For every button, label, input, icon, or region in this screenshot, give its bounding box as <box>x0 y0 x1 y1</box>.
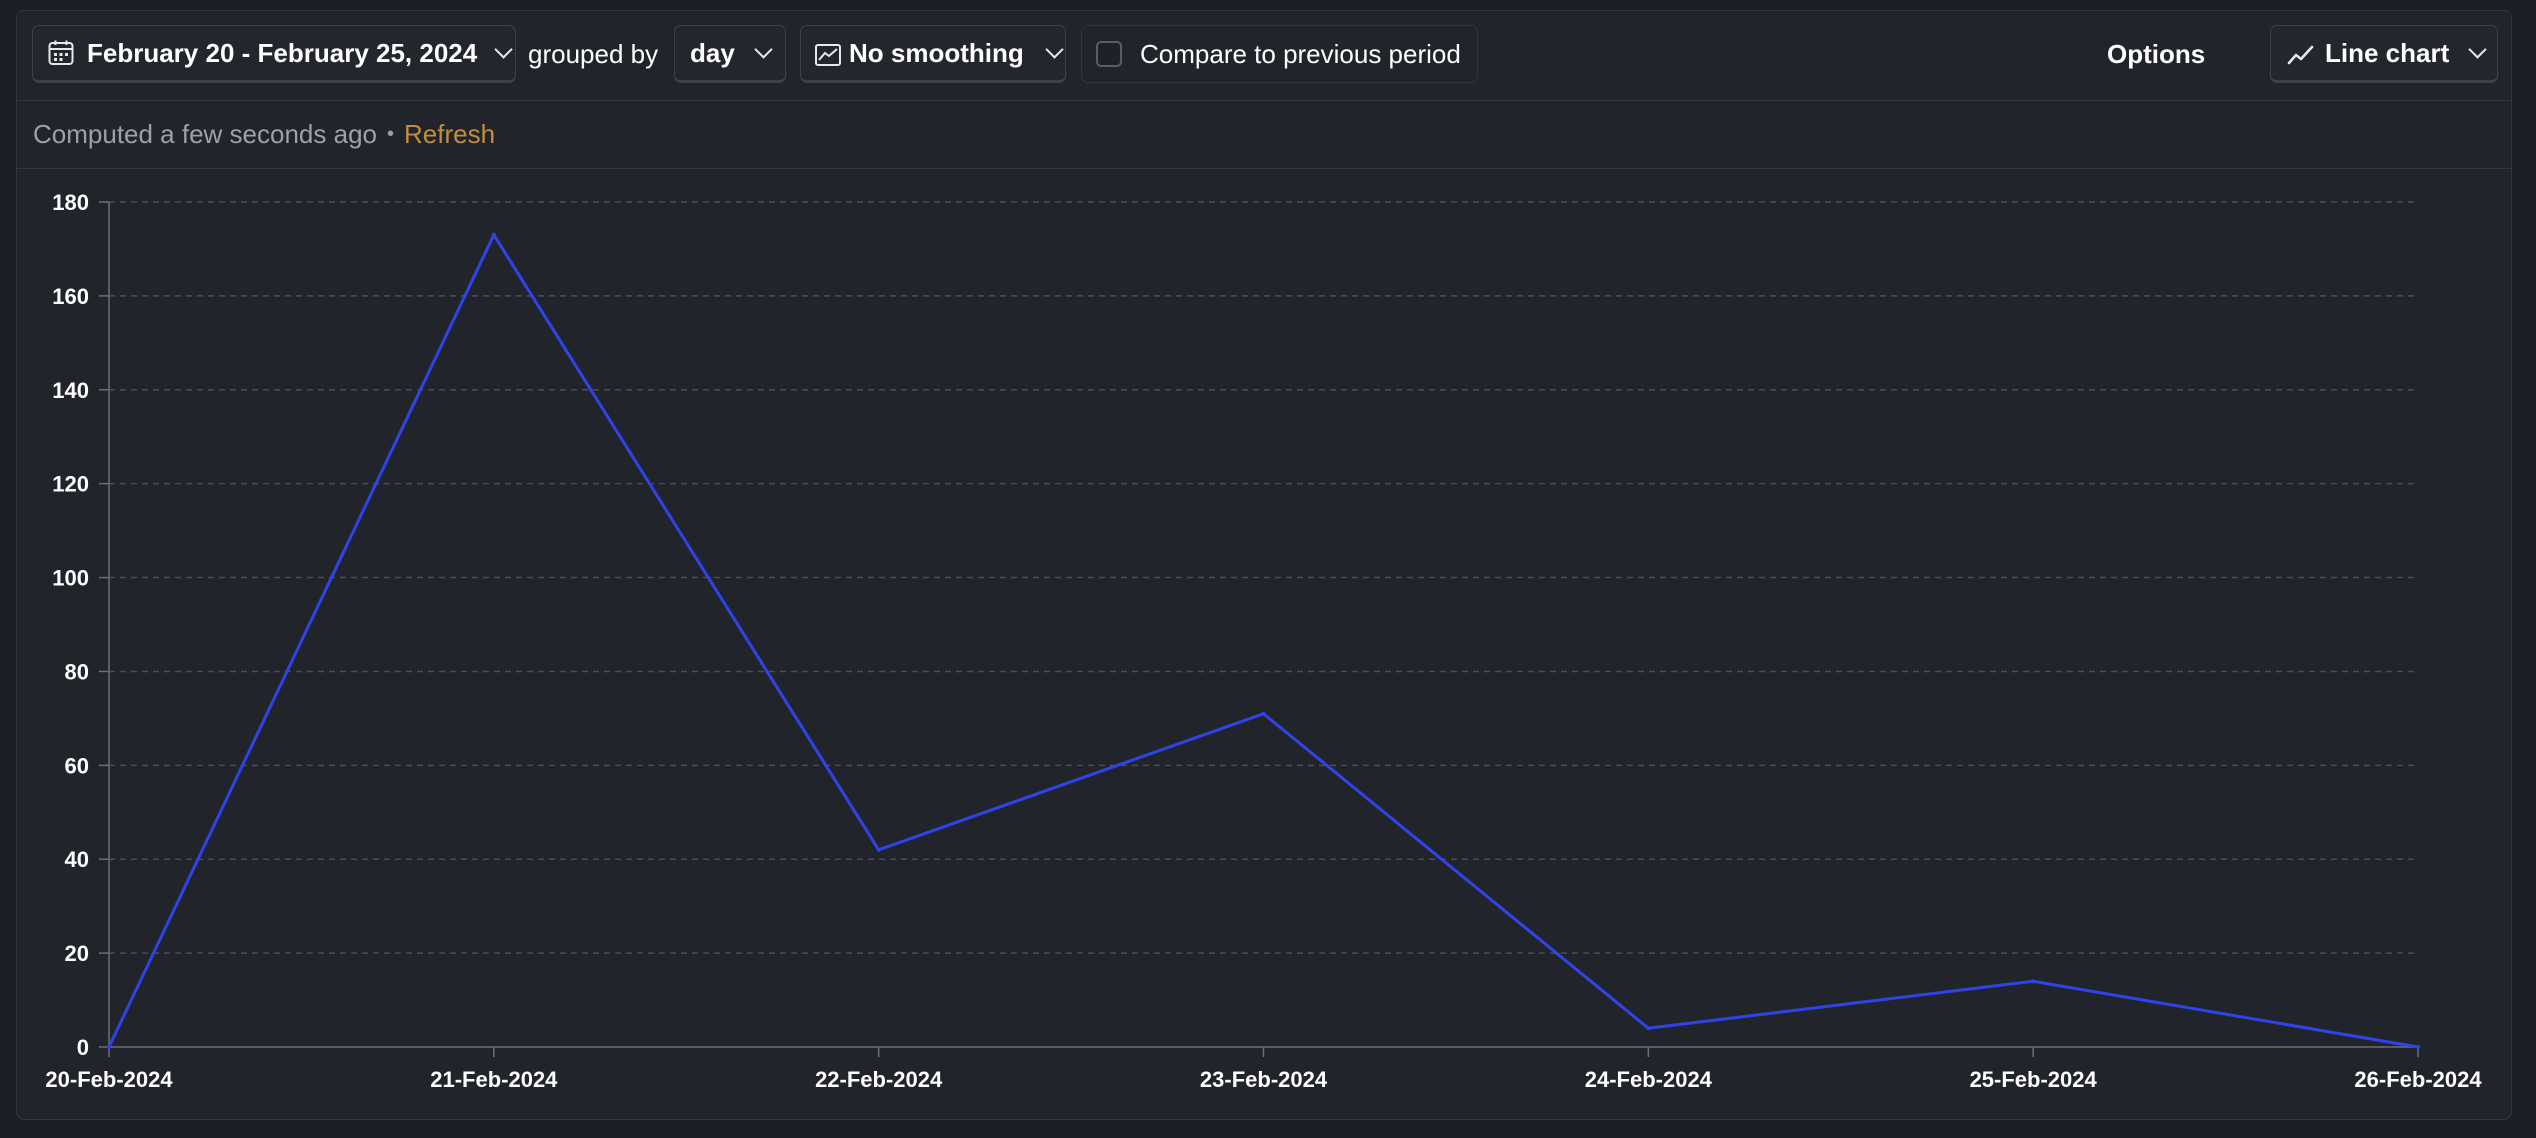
data-point <box>491 232 496 237</box>
y-tick-label: 0 <box>77 1035 89 1060</box>
status-separator: • <box>387 123 395 145</box>
y-tick-label: 80 <box>65 659 89 684</box>
x-tick-label: 22-Feb-2024 <box>815 1067 943 1092</box>
smoothing-select[interactable]: No smoothing <box>800 25 1066 83</box>
status-bar: Computed a few seconds ago • Refresh <box>17 101 2511 169</box>
date-range-button[interactable]: February 20 - February 25, 2024 <box>32 25 516 83</box>
data-point <box>1646 1026 1651 1031</box>
y-tick-label: 100 <box>52 566 89 591</box>
y-tick-label: 140 <box>52 378 89 403</box>
options-label: Options <box>2107 38 2206 69</box>
date-range-label: February 20 - February 25, 2024 <box>87 37 478 68</box>
series-line <box>107 231 2419 1049</box>
smoothing-value: No smoothing <box>849 37 1024 68</box>
line-chart-small-icon <box>815 42 841 66</box>
chart-type-label: Line chart <box>2325 37 2450 68</box>
data-point <box>107 1045 111 1049</box>
x-tick-label: 21-Feb-2024 <box>430 1067 558 1092</box>
refresh-link[interactable]: Refresh <box>404 119 496 149</box>
y-tick-label: 160 <box>52 284 89 309</box>
computed-status: Computed a few seconds ago <box>33 119 377 149</box>
interval-value: day <box>690 37 735 68</box>
y-tick-label: 180 <box>52 190 89 215</box>
y-tick-label: 20 <box>65 941 89 966</box>
x-tick-label: 25-Feb-2024 <box>1970 1067 2098 1092</box>
interval-select[interactable]: day <box>674 25 786 83</box>
data-point <box>2416 1045 2420 1049</box>
options-button[interactable]: Options <box>2107 25 2227 83</box>
x-tick-label: 24-Feb-2024 <box>1585 1067 1713 1092</box>
x-tick-label: 26-Feb-2024 <box>2354 1067 2482 1092</box>
toolbar: February 20 - February 25, 2024 grouped … <box>17 11 2511 101</box>
data-point <box>1261 711 1266 716</box>
grouped-by-label: grouped by <box>528 39 659 69</box>
x-tick-label: 20-Feb-2024 <box>45 1067 173 1092</box>
trend-line-icon <box>2287 42 2315 65</box>
compare-label: Compare to previous period <box>1140 38 1461 69</box>
calendar-icon <box>47 39 75 67</box>
compare-checkbox[interactable] <box>1096 41 1122 67</box>
y-tick-label: 120 <box>52 472 89 497</box>
data-point <box>2031 979 2036 984</box>
compare-toggle[interactable]: Compare to previous period <box>1081 25 1478 83</box>
x-tick-label: 23-Feb-2024 <box>1200 1067 1328 1092</box>
insight-panel: February 20 - February 25, 2024 grouped … <box>16 10 2512 1120</box>
y-tick-label: 40 <box>65 847 89 872</box>
y-tick-label: 60 <box>65 753 89 778</box>
chart-type-select[interactable]: Line chart <box>2270 25 2498 83</box>
data-point <box>876 847 881 852</box>
